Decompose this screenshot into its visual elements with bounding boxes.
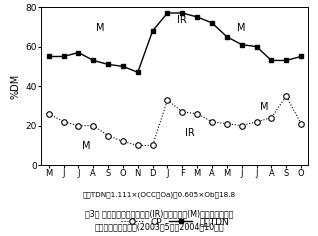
Text: IR: IR: [185, 127, 195, 138]
Text: M: M: [238, 23, 246, 33]
Text: 所内組み合わせ草地(2003年5月～2004年10月）: 所内組み合わせ草地(2003年5月～2004年10月）: [94, 222, 224, 231]
Text: 推定TDN＝1.111×(OCC＋Oa)＋0.605×Ob－18.8: 推定TDN＝1.111×(OCC＋Oa)＋0.605×Ob－18.8: [82, 191, 236, 198]
Text: 図3． イタリアンライグラス(IR)と栽培ヒエ(M)の栄養価の推移: 図3． イタリアンライグラス(IR)と栽培ヒエ(M)の栄養価の推移: [85, 209, 233, 218]
Text: IR: IR: [177, 15, 187, 25]
Legend: CP, 推定TDN: CP, 推定TDN: [117, 214, 232, 230]
Text: M: M: [82, 141, 90, 151]
Y-axis label: %DM: %DM: [10, 74, 20, 99]
Text: M: M: [260, 102, 268, 112]
Text: M: M: [96, 23, 105, 33]
